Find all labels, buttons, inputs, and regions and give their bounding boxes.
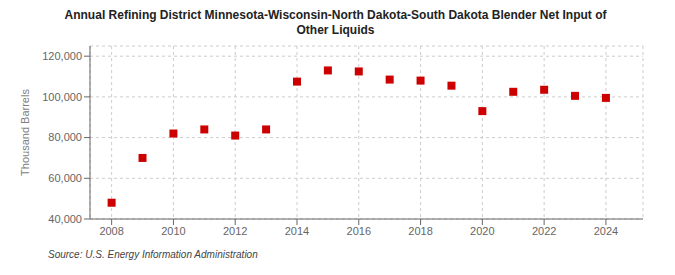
svg-text:80,000: 80,000 — [48, 131, 82, 143]
svg-text:2022: 2022 — [532, 225, 556, 237]
svg-text:100,000: 100,000 — [42, 91, 82, 103]
svg-text:2018: 2018 — [408, 225, 432, 237]
svg-text:2020: 2020 — [470, 225, 494, 237]
html-text:Annual Refining District Minne: Annual Refining District Minnesota-Wisco… — [64, 8, 607, 22]
html-text:Other Liquids: Other Liquids — [296, 23, 375, 37]
svg-text:2010: 2010 — [161, 225, 185, 237]
svg-text:2024: 2024 — [594, 225, 618, 237]
html-text:Source: U.S. Energy Informatio: Source: U.S. Energy Information Administ… — [48, 249, 258, 260]
svg-text:60,000: 60,000 — [48, 172, 82, 184]
svg-text:120,000: 120,000 — [42, 50, 82, 62]
svg-text:2012: 2012 — [223, 225, 247, 237]
svg-text:2008: 2008 — [99, 225, 123, 237]
svg-text:Thousand Barrels: Thousand Barrels — [19, 89, 31, 176]
svg-text:40,000: 40,000 — [48, 213, 82, 225]
svg-text:2016: 2016 — [347, 225, 371, 237]
svg-text:2014: 2014 — [285, 225, 309, 237]
